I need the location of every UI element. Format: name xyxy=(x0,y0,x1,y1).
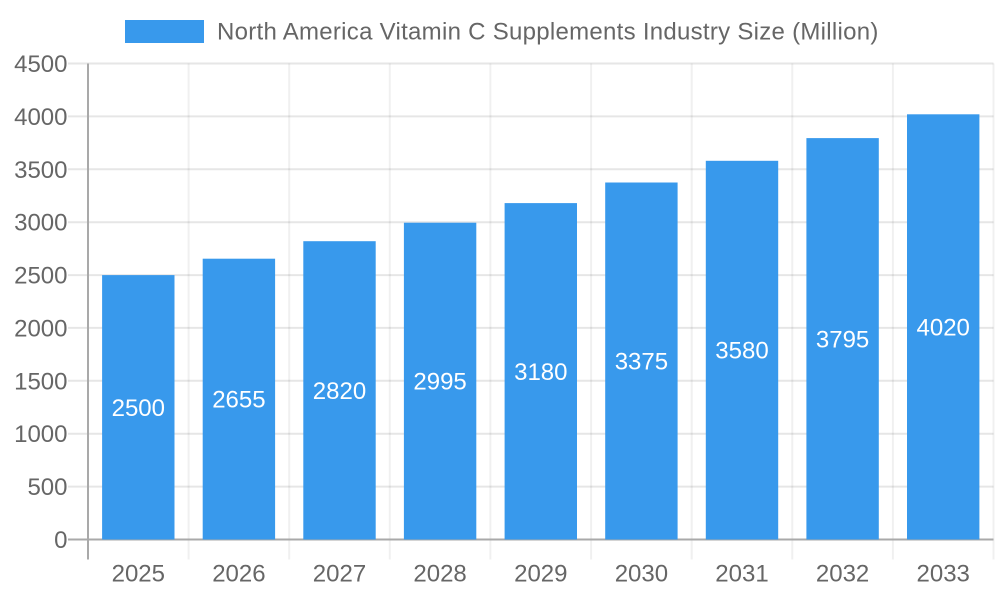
svg-text:3000: 3000 xyxy=(14,210,67,237)
svg-text:3580: 3580 xyxy=(715,338,768,365)
svg-text:2500: 2500 xyxy=(14,263,67,290)
svg-text:2025: 2025 xyxy=(112,561,165,588)
svg-text:500: 500 xyxy=(27,474,67,501)
svg-text:2030: 2030 xyxy=(615,561,668,588)
svg-text:1500: 1500 xyxy=(14,368,67,395)
svg-text:2500: 2500 xyxy=(112,395,165,422)
svg-text:2028: 2028 xyxy=(413,561,466,588)
svg-text:2027: 2027 xyxy=(313,561,366,588)
svg-text:2032: 2032 xyxy=(816,561,869,588)
svg-text:4020: 4020 xyxy=(917,314,970,341)
svg-text:2033: 2033 xyxy=(917,561,970,588)
svg-text:2026: 2026 xyxy=(212,561,265,588)
svg-text:2995: 2995 xyxy=(413,369,466,396)
svg-text:2031: 2031 xyxy=(715,561,768,588)
svg-text:2000: 2000 xyxy=(14,315,67,342)
svg-text:2029: 2029 xyxy=(514,561,567,588)
svg-text:2655: 2655 xyxy=(212,387,265,414)
svg-text:1000: 1000 xyxy=(14,421,67,448)
svg-text:4500: 4500 xyxy=(14,51,67,78)
svg-text:4000: 4000 xyxy=(14,104,67,131)
svg-text:3500: 3500 xyxy=(14,157,67,184)
svg-text:2820: 2820 xyxy=(313,378,366,405)
svg-text:3180: 3180 xyxy=(514,359,567,386)
svg-text:North America Vitamin C Supple: North America Vitamin C Supplements Indu… xyxy=(217,19,879,46)
svg-text:3375: 3375 xyxy=(615,349,668,376)
svg-text:3795: 3795 xyxy=(816,326,869,353)
svg-text:0: 0 xyxy=(54,527,67,554)
